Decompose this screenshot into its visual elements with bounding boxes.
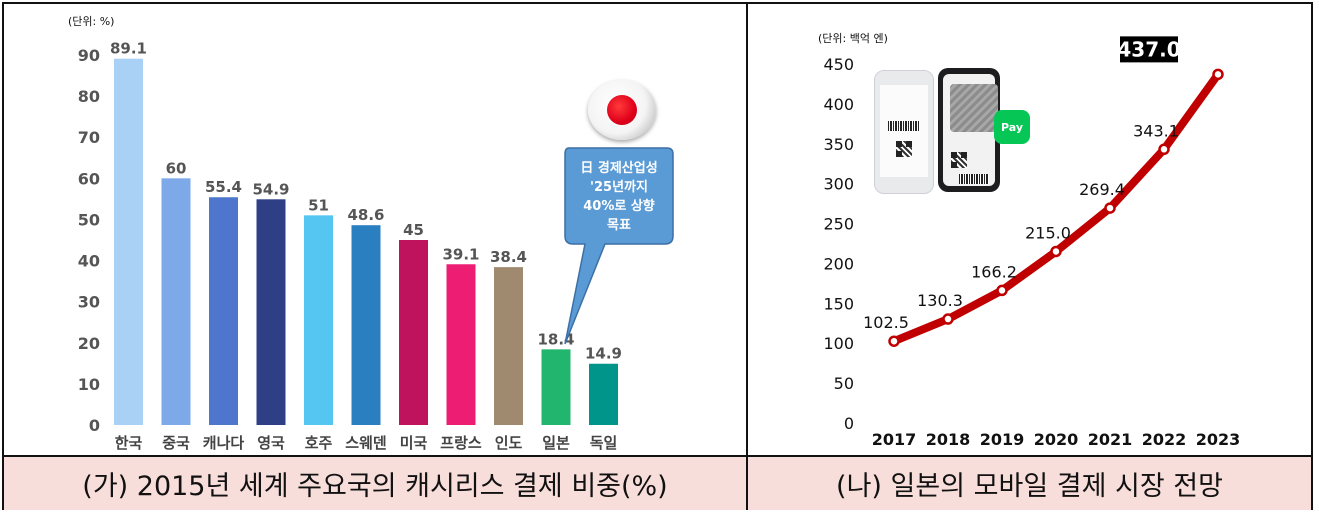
line-y-tick-label: 300: [823, 175, 854, 194]
line-x-tick-label: 2018: [926, 430, 971, 449]
callout-line-4: 목표: [607, 218, 631, 233]
bar-value-label: 48.6: [347, 206, 384, 224]
bar-x-tick-label: 스웨덴: [345, 434, 386, 452]
bar-value-label: 60: [166, 159, 187, 177]
line-y-tick-label: 400: [823, 95, 854, 114]
series-point: [1104, 202, 1116, 214]
line-x-tick-label: 2021: [1088, 430, 1133, 449]
series-point: [1212, 68, 1224, 81]
japan-flag-icon: [588, 80, 656, 140]
bar-y-tick-label: 30: [78, 293, 100, 312]
line-x-tick-label: 2022: [1142, 430, 1187, 449]
data-label: 215.0: [1025, 223, 1071, 242]
bar-y-tick-label: 50: [78, 210, 100, 229]
bar-value-label: 51: [308, 196, 329, 214]
line-y-tick-label: 0: [844, 414, 854, 433]
bar-y-tick-label: 80: [78, 87, 100, 106]
bar-y-tick-label: 10: [78, 375, 100, 394]
bar-7: [399, 240, 428, 425]
data-label-highlight: 437.0: [1117, 37, 1180, 61]
bar-x-tick-label: 프랑스: [440, 434, 482, 452]
series-point: [942, 313, 954, 325]
line-unit-label: (단위: 백억 엔): [818, 32, 888, 45]
bar-y-tick-label: 70: [78, 128, 100, 147]
data-label: 166.2: [971, 262, 1017, 281]
line-y-tick-label: 350: [823, 135, 854, 154]
bar-value-label: 55.4: [205, 178, 242, 196]
pay-app-icon: Pay: [994, 110, 1030, 144]
bar-x-tick-label: 한국: [115, 434, 143, 452]
data-label: 102.5: [863, 313, 909, 332]
phone-left-graphic: [874, 70, 934, 194]
mobile-payment-line-chart: (단위: 백억 엔) 0 50 100 150 200 250 300 350 400 450 201…: [818, 32, 1241, 449]
bar-11: [589, 363, 618, 425]
mobile-payment-phones-image: Pay: [872, 68, 1032, 194]
bar-y-tick-label: 60: [78, 169, 100, 188]
bar-x-tick-label: 인도: [495, 434, 523, 452]
bar-x-tick-label: 독일: [590, 434, 618, 452]
data-label: 343.1: [1133, 121, 1179, 140]
callout-line-2: '25년까지: [590, 180, 648, 195]
meti-target-callout: 日 경제산업성 '25년까지 40%로 상향 목표: [564, 147, 674, 345]
bar-y-tick-label: 90: [78, 46, 100, 65]
bar-x-tick-label: 캐나다: [203, 434, 245, 452]
line-y-tick-label: 150: [823, 294, 854, 313]
bar-y-tick-label: 0: [89, 416, 100, 435]
bar-10: [541, 349, 571, 425]
bar-value-label: 39.1: [442, 245, 479, 263]
data-label: 130.3: [917, 291, 963, 310]
line-y-tick-label: 100: [823, 334, 854, 353]
bar-value-label: 38.4: [490, 248, 527, 266]
bar-x-tick-label: 중국: [162, 434, 190, 452]
caption-divider: [2, 455, 1313, 457]
caption-left: (가) 2015년 세계 주요국의 캐시리스 결제 비중(%): [4, 457, 746, 510]
line-y-tick-label: 250: [823, 215, 854, 234]
line-y-tick-label: 200: [823, 254, 854, 273]
bar-1: [114, 58, 143, 425]
bar-3: [209, 197, 238, 425]
series-point: [888, 335, 900, 347]
bar-4: [256, 199, 286, 425]
bar-8: [446, 264, 476, 425]
cashless-share-bar-chart: (단위: %) 0 10 20 30 40 50 60 70 80 90 89.1 한국 60 중국 55.4…: [68, 15, 622, 452]
line-x-tick-label: 2019: [980, 430, 1025, 449]
bar-y-tick-label: 40: [78, 252, 100, 271]
bar-value-label: 89.1: [110, 40, 147, 58]
bar-9: [494, 267, 523, 425]
line-y-tick-label: 50: [834, 374, 854, 393]
bar-value-label: 54.9: [252, 180, 289, 198]
line-x-tick-label: 2017: [872, 430, 917, 449]
callout-line-1: 日 경제산업성: [580, 160, 657, 176]
caption-right: (나) 일본의 모바일 결제 시장 전망: [748, 457, 1311, 510]
line-x-tick-label: 2023: [1196, 430, 1241, 449]
series-point: [996, 284, 1008, 297]
bar-x-tick-label: 미국: [400, 434, 428, 452]
bar-x-tick-label: 영국: [257, 434, 285, 452]
callout-line-3: 40%로 상향: [583, 198, 655, 214]
bar-value-label: 14.9: [585, 345, 622, 363]
phone-right-graphic: [938, 68, 1000, 192]
line-x-tick-label: 2020: [1034, 430, 1079, 449]
bar-unit-label: (단위: %): [68, 15, 114, 28]
bar-x-tick-label: 호주: [305, 434, 333, 452]
bar-x-tick-label: 일본: [542, 434, 570, 452]
bar-y-tick-label: 20: [78, 334, 100, 353]
bar-value-label: 45: [403, 221, 424, 239]
data-label: 269.4: [1079, 180, 1125, 199]
panel-divider-vertical: [746, 2, 748, 510]
highlight-label-box: [1120, 36, 1178, 63]
series-point: [1158, 143, 1170, 156]
bar-5: [304, 215, 333, 425]
series-point: [1050, 245, 1062, 258]
bar-2: [161, 178, 191, 425]
line-y-tick-label: 450: [823, 55, 854, 74]
bar-6: [351, 225, 381, 425]
